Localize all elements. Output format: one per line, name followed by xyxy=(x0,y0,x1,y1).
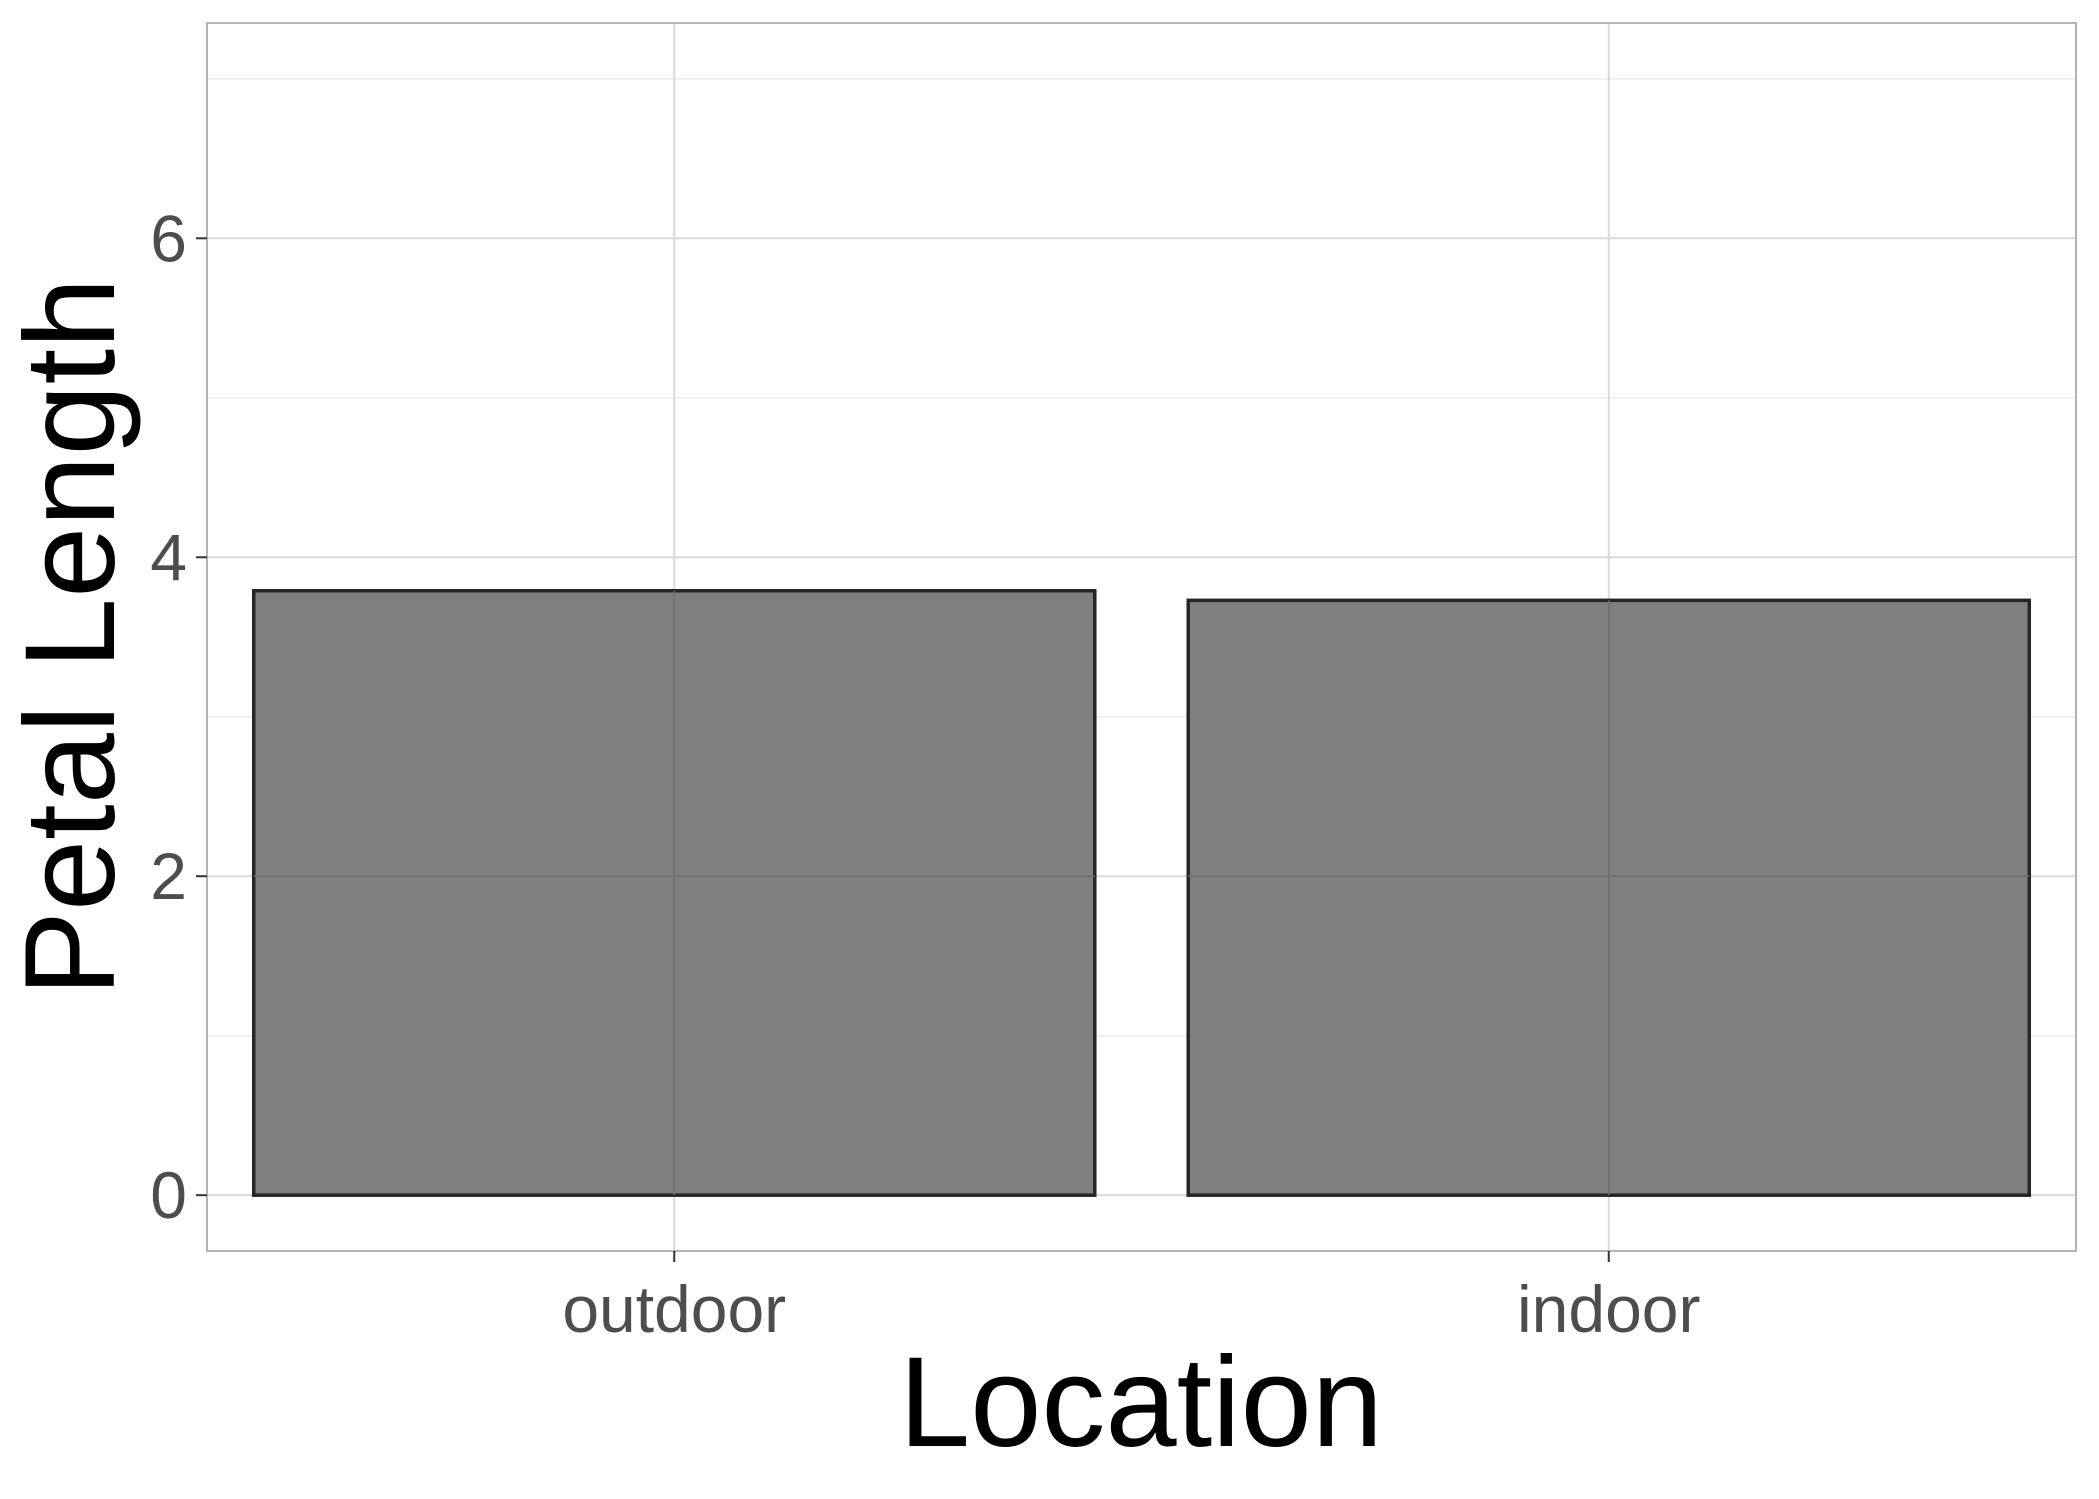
y-axis-ticks: 0 2 4 6 xyxy=(150,201,207,1232)
x-axis-ticks: outdoor indoor xyxy=(562,1251,1700,1346)
x-tick-label-outdoor: outdoor xyxy=(562,1272,786,1346)
y-tick-label: 2 xyxy=(150,839,187,913)
y-axis-title: Petal Length xyxy=(0,278,142,997)
y-tick-label: 0 xyxy=(150,1158,187,1232)
y-tick-label: 6 xyxy=(150,201,187,275)
x-axis-title: Location xyxy=(899,1331,1383,1474)
x-tick-label-indoor: indoor xyxy=(1517,1272,1700,1346)
panel-border xyxy=(206,22,2077,1252)
bar-overlay-grid xyxy=(253,590,2030,1196)
y-tick-label: 4 xyxy=(150,520,187,594)
